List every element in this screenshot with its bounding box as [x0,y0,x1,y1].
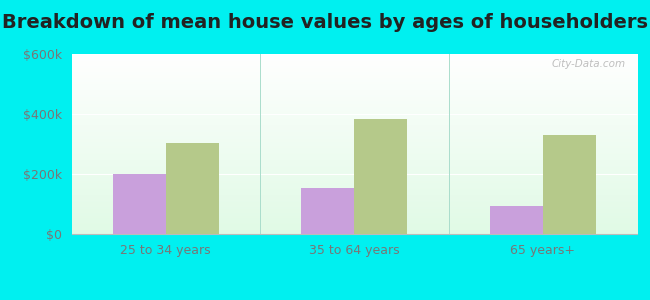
Bar [543,135,595,234]
Bar [490,206,543,234]
Bar [166,142,218,234]
Text: City-Data.com: City-Data.com [552,59,626,69]
Bar [113,174,166,234]
Bar [354,118,407,234]
Text: Breakdown of mean house values by ages of householders: Breakdown of mean house values by ages o… [2,14,648,32]
Bar [302,188,354,234]
